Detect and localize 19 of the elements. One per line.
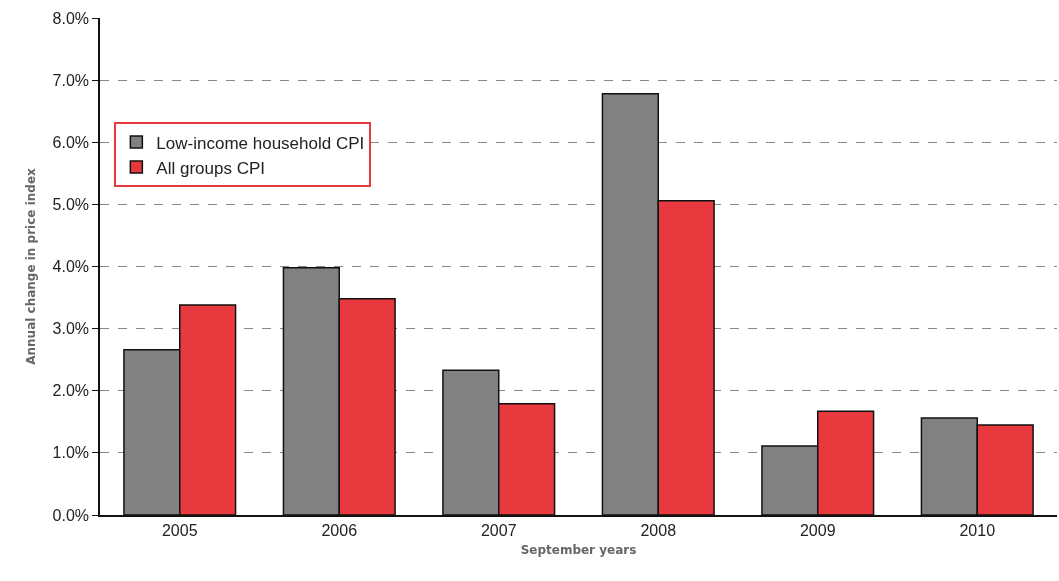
y-tick-label: 2.0% <box>52 382 90 400</box>
y-tick-label: 7.0% <box>52 71 90 89</box>
y-tick-label: 8.0% <box>52 9 90 27</box>
x-tick-label: 2007 <box>480 521 517 539</box>
y-tick-label: 1.0% <box>52 444 90 462</box>
legend-label: All groups CPI <box>156 158 266 178</box>
y-tick-label: 4.0% <box>52 258 90 276</box>
x-tick-label: 2006 <box>321 521 358 539</box>
y-axis-title: Annual change in price index <box>24 167 39 365</box>
y-tick-label: 5.0% <box>52 195 90 213</box>
x-tick-label: 2009 <box>799 521 836 539</box>
x-tick-label: 2005 <box>161 521 198 539</box>
y-tick-label: 6.0% <box>52 133 90 151</box>
x-axis-title: September years <box>520 543 637 558</box>
legend-label: Low-income household CPI <box>156 133 365 153</box>
y-tick-label: 0.0% <box>52 506 90 524</box>
y-tick-label: 3.0% <box>52 320 90 338</box>
x-tick-label: 2008 <box>640 521 677 539</box>
x-tick-label: 2010 <box>959 521 996 539</box>
